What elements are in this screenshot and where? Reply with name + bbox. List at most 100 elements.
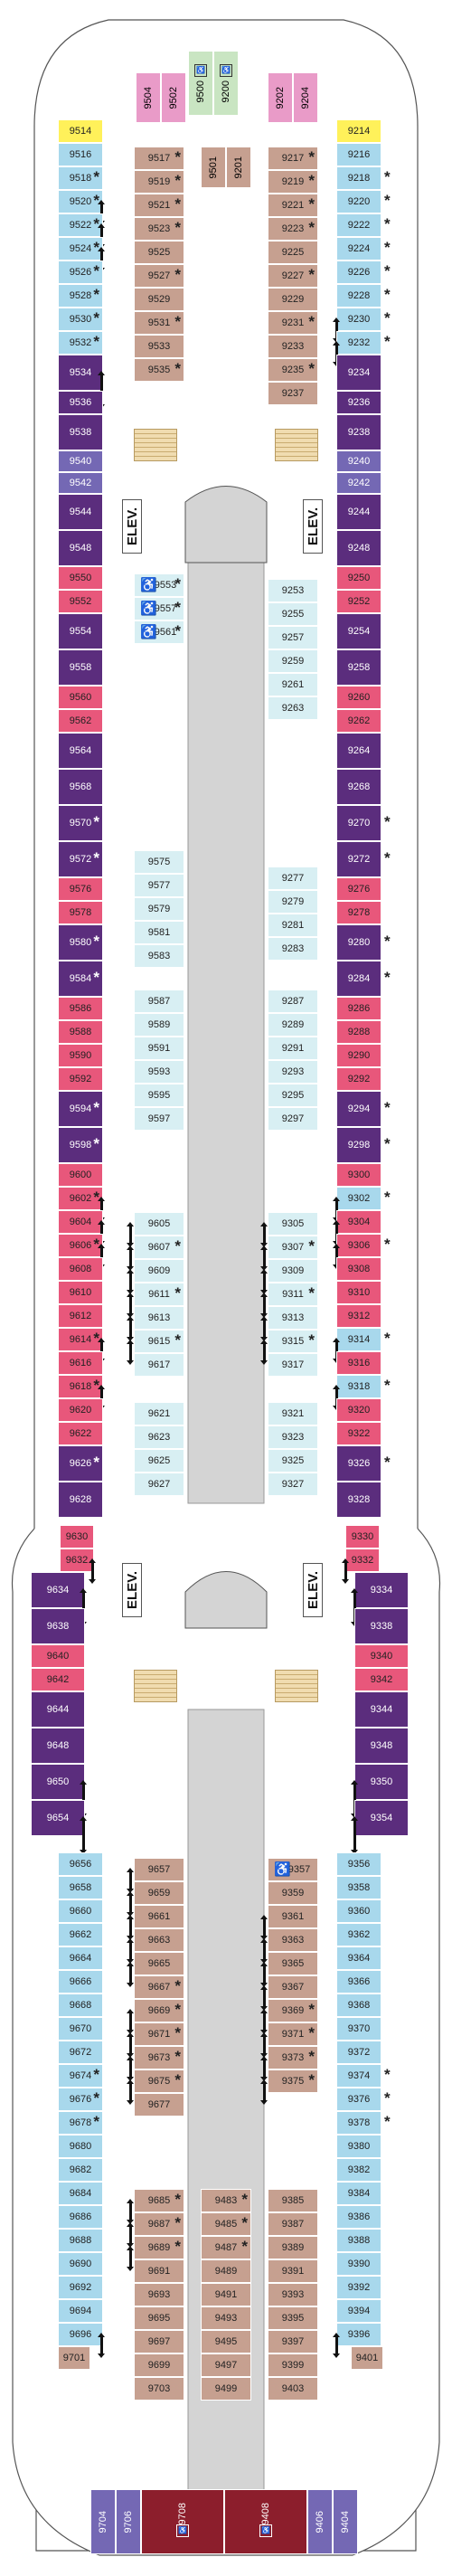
cabin-9608[interactable]: 9608 [58,1257,103,1281]
cabin-9327[interactable]: 9327 [268,1473,318,1496]
cabin-9657[interactable]: 9657 [134,1858,184,1881]
cabin-9229[interactable]: 9229 [268,288,318,311]
cabin-9695[interactable]: 9695 [134,2306,184,2330]
cabin-9389[interactable]: 9389 [268,2236,318,2259]
cabin-9591[interactable]: 9591 [134,1037,184,1060]
cabin-9369[interactable]: 9369 * [268,1999,318,2022]
cabin-9248[interactable]: 9248 [336,530,381,566]
cabin-9289[interactable]: 9289 [268,1013,318,1037]
cabin-9499[interactable]: 9499 [201,2377,251,2401]
cabin-9570[interactable]: 9570 * [58,805,103,841]
cabin-9350[interactable]: 9350 [354,1764,409,1800]
cabin-9654[interactable]: 9654 [31,1800,85,1836]
cabin-9307[interactable]: 9307 * [268,1236,318,1259]
cabin-9542[interactable]: 9542 [58,472,103,494]
cabin-9495[interactable]: 9495 [201,2330,251,2353]
cabin-9523[interactable]: 9523 * [134,217,184,241]
cabin-9375[interactable]: 9375 * [268,2069,318,2093]
cabin-9388[interactable]: 9388 [336,2229,381,2252]
cabin-9694[interactable]: 9694 [58,2299,103,2323]
cabin-9226[interactable]: 9226 * [336,260,391,284]
cabin-9304[interactable]: 9304 [336,1210,381,1234]
cabin-9200[interactable]: ♿ 9200 [213,51,239,116]
cabin-9518[interactable]: 9518 * [58,166,103,190]
cabin-9514[interactable]: 9514 [58,119,103,143]
cabin-9318[interactable]: 9318 * [336,1375,391,1398]
cabin-9659[interactable]: 9659 [134,1881,184,1905]
cabin-9521[interactable]: 9521 * [134,194,184,217]
cabin-9228[interactable]: 9228 * [336,284,391,308]
cabin-9544[interactable]: 9544 [58,494,103,530]
cabin-9225[interactable]: 9225 [268,241,318,264]
cabin-9219[interactable]: 9219 * [268,170,318,194]
cabin-9535[interactable]: 9535 * [134,358,184,382]
cabin-9634[interactable]: 9634 [31,1572,85,1608]
cabin-9588[interactable]: 9588 [58,1020,103,1044]
cabin-9706[interactable]: 9706 [116,2489,141,2554]
cabin-9332[interactable]: 9332 [345,1548,380,1572]
cabin-9317[interactable]: 9317 [268,1353,318,1377]
cabin-9604[interactable]: 9604 [58,1210,103,1234]
cabin-9259[interactable]: 9259 [268,649,318,673]
cabin-9315[interactable]: 9315 * [268,1330,318,1353]
cabin-9689[interactable]: 9689 * [134,2236,184,2259]
cabin-9270[interactable]: 9270 * [336,805,391,841]
cabin-9483[interactable]: 9483 * [201,2189,251,2212]
cabin-9360[interactable]: 9360 [336,1899,381,1923]
cabin-9550[interactable]: 9550 [58,566,103,590]
cabin-9234[interactable]: 9234 [336,355,381,391]
cabin-9264[interactable]: 9264 [336,733,381,769]
cabin-9365[interactable]: 9365 [268,1952,318,1975]
cabin-9357[interactable]: 9357 ♿ [268,1858,318,1881]
cabin-9661[interactable]: 9661 [134,1905,184,1928]
cabin-9217[interactable]: 9217 * [268,147,318,170]
cabin-9519[interactable]: 9519 * [134,170,184,194]
cabin-9562[interactable]: 9562 [58,709,103,733]
cabin-9272[interactable]: 9272 * [336,841,391,877]
cabin-9536[interactable]: 9536 [58,391,103,414]
cabin-9220[interactable]: 9220 * [336,190,391,213]
cabin-9622[interactable]: 9622 [58,1422,103,1445]
cabin-9253[interactable]: 9253 [268,579,318,602]
cabin-9338[interactable]: 9338 [354,1608,409,1644]
cabin-9618[interactable]: 9618 * [58,1375,103,1398]
cabin-9240[interactable]: 9240 [336,450,381,472]
cabin-9404[interactable]: 9404 [333,2489,358,2554]
cabin-9287[interactable]: 9287 [268,990,318,1013]
cabin-9330[interactable]: 9330 [345,1525,380,1548]
cabin-9313[interactable]: 9313 [268,1306,318,1330]
cabin-9668[interactable]: 9668 [58,1994,103,2017]
cabin-9306[interactable]: 9306 * [336,1234,391,1257]
cabin-9575[interactable]: 9575 [134,850,184,874]
cabin-9688[interactable]: 9688 [58,2229,103,2252]
cabin-9354[interactable]: 9354 [354,1800,409,1836]
cabin-9277[interactable]: 9277 [268,867,318,890]
cabin-9268[interactable]: 9268 [336,769,381,805]
cabin-9230[interactable]: 9230 * [336,308,391,331]
cabin-9395[interactable]: 9395 [268,2306,318,2330]
cabin-9669[interactable]: 9669 * [134,1999,184,2022]
cabin-9607[interactable]: 9607 * [134,1236,184,1259]
cabin-9390[interactable]: 9390 [336,2252,381,2276]
cabin-9204[interactable]: 9204 [293,72,318,123]
cabin-9387[interactable]: 9387 [268,2212,318,2236]
cabin-9587[interactable]: 9587 [134,990,184,1013]
cabin-9356[interactable]: 9356 [336,1852,381,1876]
cabin-9391[interactable]: 9391 [268,2259,318,2283]
cabin-9592[interactable]: 9592 [58,1067,103,1091]
cabin-9493[interactable]: 9493 [201,2306,251,2330]
cabin-9290[interactable]: 9290 [336,1044,381,1067]
cabin-9393[interactable]: 9393 [268,2283,318,2306]
cabin-9291[interactable]: 9291 [268,1037,318,1060]
cabin-9701[interactable]: 9701 [58,2346,90,2370]
cabin-9283[interactable]: 9283 [268,937,318,961]
cabin-9236[interactable]: 9236 [336,391,381,414]
cabin-9201[interactable]: 9201 [226,147,251,188]
cabin-9605[interactable]: 9605 [134,1212,184,1236]
cabin-9222[interactable]: 9222 * [336,213,391,237]
cabin-9298[interactable]: 9298 * [336,1127,391,1163]
cabin-9334[interactable]: 9334 [354,1572,409,1608]
cabin-9685[interactable]: 9685 * [134,2189,184,2212]
cabin-9638[interactable]: 9638 [31,1608,85,1644]
cabin-9684[interactable]: 9684 [58,2182,103,2205]
